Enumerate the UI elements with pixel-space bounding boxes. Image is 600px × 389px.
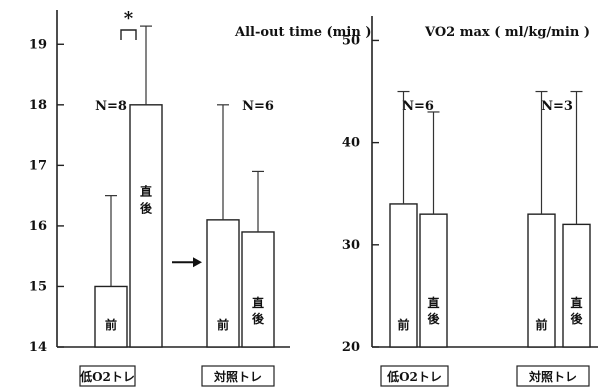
group-n-label: N=6 <box>402 99 434 114</box>
bar-label: 前 <box>105 317 117 332</box>
bar <box>389 203 418 348</box>
chart-title: VO2 max ( ml/kg/min ) <box>424 25 590 40</box>
y-tick-label: 16 <box>29 219 47 234</box>
bar-label: 前 <box>535 317 547 332</box>
y-tick-label: 14 <box>29 340 47 355</box>
bar-label: 前 <box>217 317 229 332</box>
y-tick-label: 30 <box>342 238 360 253</box>
bar <box>94 285 128 348</box>
significance-star: * <box>124 8 134 29</box>
bar <box>419 213 448 348</box>
bar <box>241 231 275 348</box>
bar-label: 後 <box>427 311 440 326</box>
y-tick-label: 17 <box>29 158 47 173</box>
significance-bracket <box>120 29 137 40</box>
bar-label: 直 <box>427 295 439 310</box>
y-tick-label: 50 <box>342 33 360 48</box>
category-label: 対照トレ <box>213 369 262 384</box>
bar <box>129 104 163 348</box>
group-n-label: N=8 <box>95 99 127 114</box>
y-tick-label: 40 <box>342 136 360 151</box>
category-label: 低O2トレ <box>79 369 135 384</box>
y-tick-label: 20 <box>342 340 360 355</box>
bar-label: 前 <box>397 317 409 332</box>
bar-label: 直 <box>570 295 582 310</box>
group-n-label: N=3 <box>541 99 573 114</box>
chart-title: All-out time (min ) <box>234 25 371 40</box>
category-box <box>201 365 275 387</box>
bar-label: 後 <box>140 201 153 216</box>
category-label: 対照トレ <box>528 369 577 384</box>
bar-label: 直 <box>252 295 264 310</box>
category-box <box>79 365 136 387</box>
bar-label: 直 <box>140 184 152 199</box>
y-tick-label: 15 <box>29 279 47 294</box>
y-tick-label: 18 <box>29 98 47 113</box>
group-n-label: N=6 <box>242 99 274 114</box>
category-label: 低O2トレ <box>386 369 442 384</box>
bar <box>527 213 556 348</box>
category-box <box>380 365 449 387</box>
bar-label: 後 <box>570 311 583 326</box>
arrow-head <box>193 257 202 268</box>
category-box <box>516 365 590 387</box>
bar-label: 後 <box>252 311 265 326</box>
y-tick-label: 19 <box>29 37 47 52</box>
bar <box>562 223 591 348</box>
